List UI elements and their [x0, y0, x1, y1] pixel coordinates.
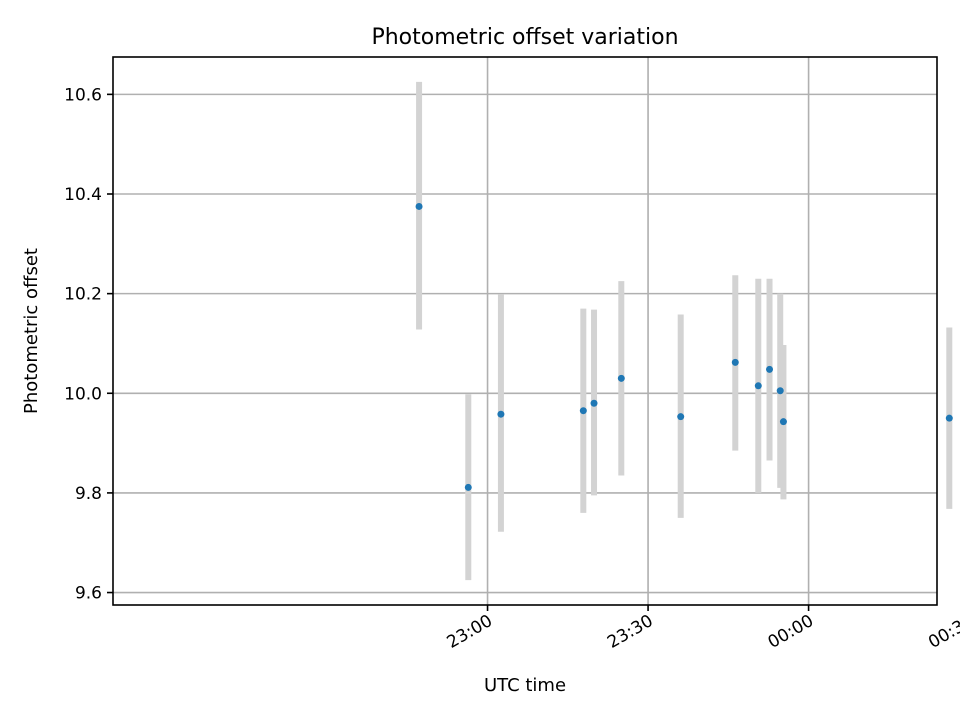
data-points [415, 202, 953, 491]
y-tick-label: 10.2 [64, 285, 102, 305]
grid [113, 57, 937, 605]
data-point [415, 202, 423, 210]
y-tick-label: 10.6 [64, 85, 102, 105]
data-point [677, 413, 685, 421]
data-point [617, 374, 625, 382]
data-point [579, 407, 587, 415]
data-point [779, 418, 787, 426]
y-axis-label: Photometric offset [21, 248, 42, 414]
data-point [945, 414, 953, 422]
plot-area [113, 57, 937, 605]
chart-title: Photometric offset variation [371, 25, 678, 50]
data-point [464, 483, 472, 491]
y-tick-label: 10.0 [64, 384, 102, 404]
data-point [766, 365, 774, 373]
y-tick-label: 9.6 [75, 584, 102, 604]
data-point [776, 387, 784, 395]
x-axis-label: UTC time [484, 675, 566, 696]
plot-frame [112, 56, 938, 606]
data-point [590, 399, 598, 407]
y-tick-label: 9.8 [75, 484, 102, 504]
data-point [731, 358, 739, 366]
data-point [497, 410, 505, 418]
y-tick-label: 10.4 [64, 185, 102, 205]
data-point [754, 382, 762, 390]
